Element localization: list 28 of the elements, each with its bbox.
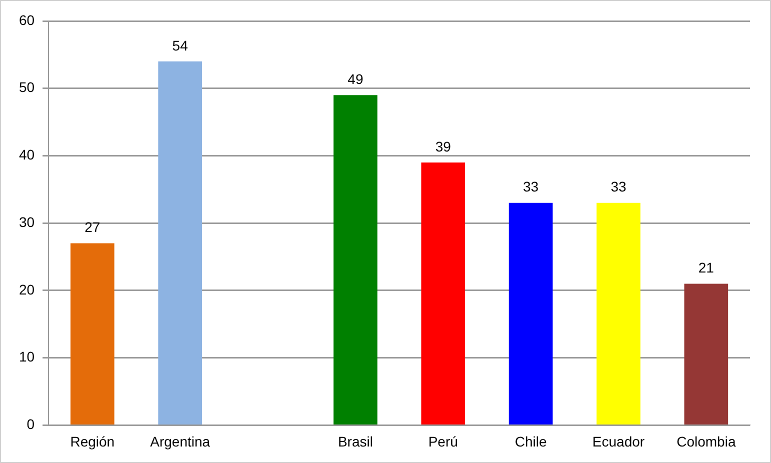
data-label: 27 — [84, 219, 100, 236]
bar — [421, 162, 466, 424]
bar — [508, 202, 553, 424]
data-label: 33 — [610, 178, 626, 195]
data-label: 21 — [698, 260, 714, 276]
y-tick-label: 0 — [26, 416, 35, 432]
y-tick-label: 10 — [18, 348, 35, 365]
data-label: 54 — [172, 37, 188, 54]
data-label: 39 — [435, 138, 452, 154]
x-tick-label: Ecuador — [592, 433, 645, 450]
x-tick-label: Colombia — [676, 433, 736, 450]
bar — [334, 95, 378, 424]
y-tick-label: 20 — [18, 281, 35, 298]
y-tick-label: 50 — [18, 79, 35, 96]
x-tick-label: Brasil — [338, 433, 373, 450]
x-tick-label: Región — [70, 433, 115, 450]
y-tick-label: 40 — [18, 146, 35, 163]
bar — [158, 61, 202, 424]
data-label: 49 — [348, 70, 364, 87]
bar — [684, 284, 728, 424]
x-tick-label: Argentina — [150, 433, 210, 450]
bar — [596, 202, 640, 424]
x-tick-label: Perú — [428, 433, 458, 450]
bar — [70, 243, 114, 424]
y-tick-label: 30 — [18, 214, 35, 230]
x-tick-label: Chile — [514, 433, 547, 450]
data-label: 33 — [523, 178, 539, 195]
y-tick-label: 60 — [18, 12, 35, 28]
